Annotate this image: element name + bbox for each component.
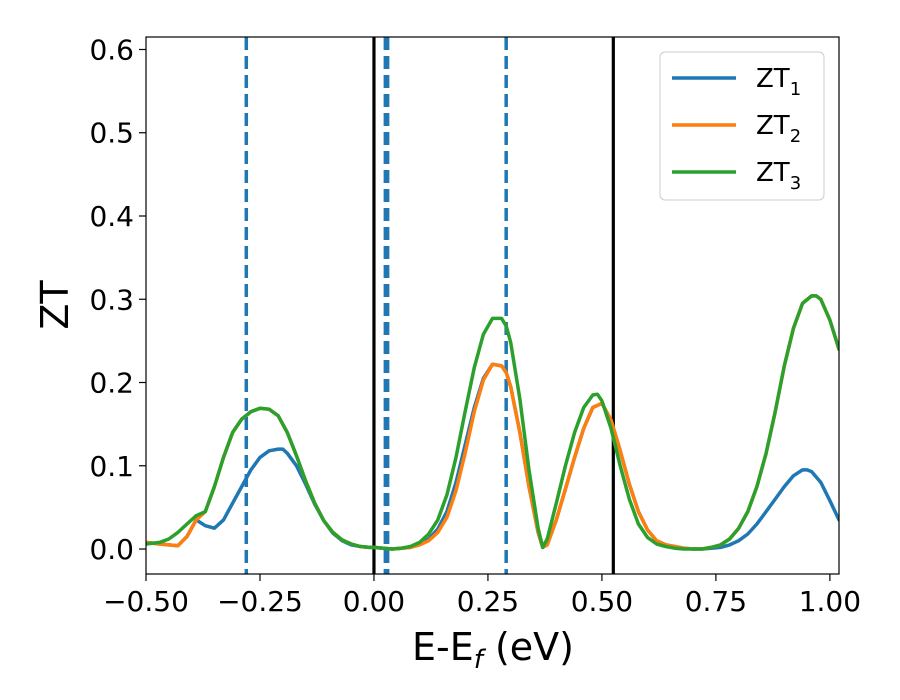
y-tick-label: 0.6 [89, 33, 134, 66]
legend-label-2: ZT2 [756, 111, 801, 147]
legend-label-3: ZT3 [756, 158, 801, 194]
series-line-3 [146, 294, 839, 551]
y-tick-label: 0.2 [89, 367, 134, 400]
y-tick-label: 0.0 [89, 533, 134, 566]
y-tick-label: 0.1 [89, 450, 134, 483]
x-tick-label: 0.00 [343, 585, 405, 618]
series-lines [146, 294, 839, 551]
x-axis: −0.50 −0.25 0.00 0.25 0.50 0.75 1.00 [103, 574, 861, 618]
x-axis-title-unit: (eV) [483, 625, 574, 669]
legend-label-1: ZT1 [756, 64, 801, 100]
y-tick-label: 0.3 [89, 283, 134, 316]
x-axis-title: E-Ef (eV) [412, 625, 574, 675]
x-tick-label: 0.25 [457, 585, 519, 618]
plot-frame [145, 36, 840, 575]
x-tick-label: −0.50 [103, 585, 189, 618]
y-tick-label: 0.4 [89, 200, 134, 233]
legend: ZT1 ZT2 ZT3 [659, 51, 825, 201]
x-tick-label: −0.25 [217, 585, 303, 618]
y-axis-title: ZT [33, 280, 77, 330]
x-tick-label: 0.75 [685, 585, 747, 618]
y-tick-label: 0.5 [89, 117, 134, 150]
series-line-2 [146, 294, 839, 551]
y-axis: 0.0 0.1 0.2 0.3 0.4 0.5 0.6 [89, 33, 146, 566]
x-tick-label: 1.00 [799, 585, 861, 618]
x-tick-label: 0.50 [571, 585, 633, 618]
legend-box [659, 51, 825, 201]
reference-lines [244, 37, 615, 574]
series-line-1 [146, 362, 839, 551]
